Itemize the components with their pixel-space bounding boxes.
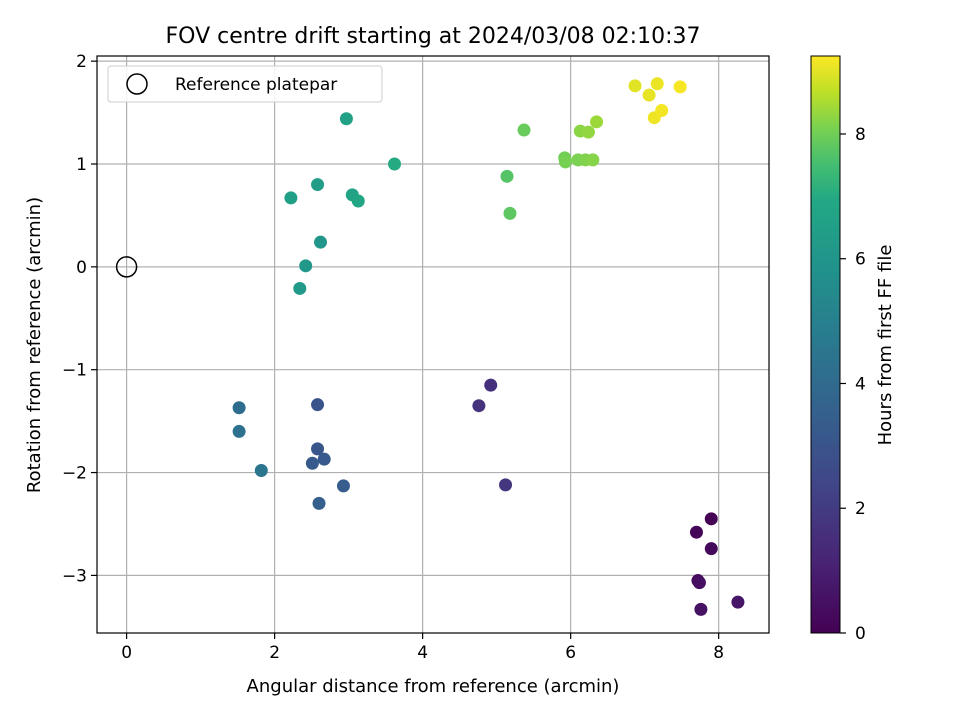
data-point: [628, 79, 642, 93]
legend-reference-marker: [126, 73, 148, 95]
data-point: [232, 424, 246, 438]
data-point: [558, 155, 572, 169]
y-tick-label: −3: [62, 566, 87, 586]
colorbar-tick-label: 4: [855, 374, 866, 394]
data-point: [311, 178, 325, 192]
colorbar-tick-label: 0: [855, 624, 866, 644]
data-point: [311, 442, 325, 456]
x-tick-label: 4: [417, 643, 428, 663]
x-tick-label: 8: [713, 643, 724, 663]
data-point: [312, 496, 326, 510]
data-point: [586, 153, 600, 167]
legend-entry-label: Reference platepar: [175, 75, 337, 95]
x-tick-label: 0: [121, 643, 132, 663]
data-point: [650, 77, 664, 91]
x-axis-label: Angular distance from reference (arcmin): [247, 676, 620, 697]
reference-platepar-marker: [115, 256, 138, 278]
data-point: [317, 452, 331, 466]
data-point: [517, 123, 531, 137]
colorbar-label: Hours from first FF file: [875, 245, 896, 446]
colorbar-ticks: 0 2 4 6 8: [840, 125, 866, 644]
data-point: [388, 157, 402, 171]
data-point: [689, 525, 703, 539]
data-point: [293, 281, 307, 295]
data-point: [655, 104, 669, 118]
colorbar-tick-label: 2: [855, 499, 866, 519]
data-points: [232, 77, 745, 616]
data-point: [642, 88, 656, 102]
data-point: [305, 456, 319, 470]
data-point: [299, 259, 313, 273]
y-axis-ticks: −3 −2 −1 0 1 2: [62, 52, 97, 586]
data-point: [336, 479, 350, 493]
x-tick-label: 2: [269, 643, 280, 663]
data-point: [694, 602, 708, 616]
data-point: [311, 398, 325, 412]
data-point: [232, 401, 246, 415]
y-tick-label: −2: [62, 464, 87, 484]
data-point: [284, 191, 298, 205]
data-point: [581, 125, 595, 139]
data-point: [731, 595, 745, 609]
reference-marker-layer: [115, 256, 138, 278]
data-point: [503, 206, 517, 220]
colorbar-tick-label: 8: [855, 125, 866, 145]
colorbar: [810, 55, 841, 634]
data-point: [484, 378, 498, 392]
y-axis-label: Rotation from reference (arcmin): [24, 197, 45, 493]
data-point: [254, 463, 268, 477]
data-point: [314, 235, 328, 249]
legend: Reference platepar: [107, 65, 383, 103]
y-tick-label: 1: [76, 155, 87, 175]
data-point: [472, 399, 486, 413]
legend-box: [107, 65, 383, 103]
colorbar-tick-label: 6: [855, 250, 866, 270]
grid-lines: [97, 56, 769, 633]
data-point: [500, 169, 514, 183]
plot-frame: [96, 55, 770, 634]
data-point: [704, 542, 718, 556]
chart-title: FOV centre drift starting at 2024/03/08 …: [166, 24, 701, 49]
data-point: [704, 512, 718, 526]
x-axis-ticks: 0 2 4 6 8: [121, 633, 724, 663]
data-point: [339, 112, 353, 126]
data-point: [673, 80, 687, 94]
data-point: [351, 194, 365, 208]
data-point: [692, 576, 706, 590]
y-tick-label: −1: [62, 361, 87, 381]
x-tick-label: 6: [565, 643, 576, 663]
data-point: [590, 115, 604, 129]
y-tick-label: 2: [76, 52, 87, 72]
y-tick-label: 0: [76, 258, 87, 278]
data-point: [499, 478, 513, 492]
